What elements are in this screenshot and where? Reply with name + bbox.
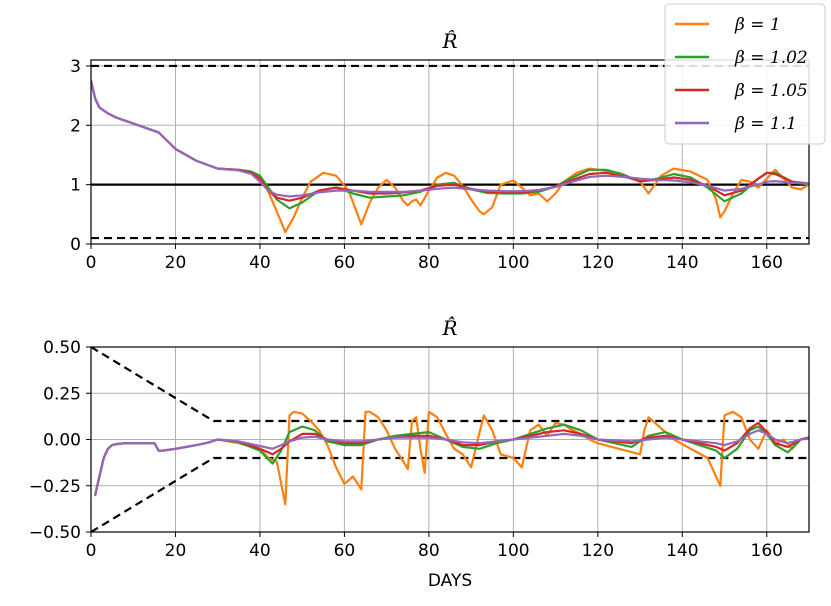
x-tick-label-8: 160 [751,253,783,273]
reference-line-0 [91,347,809,423]
x-tick-label-6: 120 [582,541,614,561]
series-line-3 [94,429,809,497]
series-line-3 [91,79,809,198]
x-tick-label-4: 80 [418,253,440,273]
chart-title: R̂̇ [441,315,457,340]
y-tick-label-3: 3 [70,57,81,77]
y-tick-label-0: 0 [70,235,81,255]
legend-label-2: β = 1.05 [734,81,808,101]
x-tick-label-7: 140 [666,253,698,273]
x-tick-label-5: 100 [497,541,529,561]
legend: β = 1 β = 1.02 β = 1.05 β = 1.1 [664,3,826,145]
x-tick-label-5: 100 [497,253,529,273]
chart-title: R̂ [441,29,457,53]
x-tick-label-0: 0 [86,541,97,561]
x-tick-label-3: 60 [334,541,356,561]
plot-area [91,347,809,532]
y-tick-label-1: −0.25 [29,477,81,497]
series-line-1 [94,423,809,497]
y-tick-label-4: 0.50 [43,338,81,358]
y-tick-label-2: 2 [70,116,81,136]
x-tick-label-1: 20 [165,541,187,561]
reference-line-1 [91,456,809,532]
y-tick-label-2: 0.00 [43,431,81,451]
legend-label-1: β = 1.02 [734,48,808,68]
x-tick-label-7: 140 [666,541,698,561]
x-tick-label-2: 40 [249,253,271,273]
y-tick-label-0: −0.50 [29,523,81,543]
x-tick-label-8: 160 [751,541,783,561]
legend-label-0: β = 1 [734,15,781,35]
x-tick-label-0: 0 [86,253,97,273]
x-tick-label-2: 40 [249,541,271,561]
y-tick-label-3: 0.25 [43,384,81,404]
legend-label-3: β = 1.1 [734,114,797,134]
x-tick-label-3: 60 [334,253,356,273]
legend-box [664,3,826,145]
x-tick-label-1: 20 [165,253,187,273]
x-axis-label: DAYS [428,571,472,591]
y-tick-label-1: 1 [70,176,81,196]
x-tick-label-6: 120 [582,253,614,273]
x-tick-label-4: 80 [418,541,440,561]
bottom-panel: 0 20 40 60 80 100 120 140 160 −0.50 −0.25 0.00 0.25 0… [29,315,810,591]
axes-frame [90,59,810,245]
